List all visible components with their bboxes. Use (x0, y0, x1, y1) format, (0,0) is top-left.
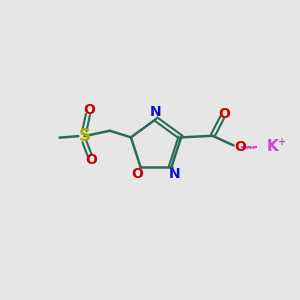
Text: O: O (131, 167, 143, 182)
Text: S: S (78, 127, 90, 145)
Text: O: O (86, 153, 98, 167)
Text: N: N (169, 167, 180, 182)
Text: O: O (218, 106, 230, 121)
Text: O: O (83, 103, 95, 117)
Text: O: O (234, 140, 246, 154)
Text: K: K (267, 140, 278, 154)
Text: N: N (150, 106, 162, 119)
Text: +: + (278, 136, 286, 146)
